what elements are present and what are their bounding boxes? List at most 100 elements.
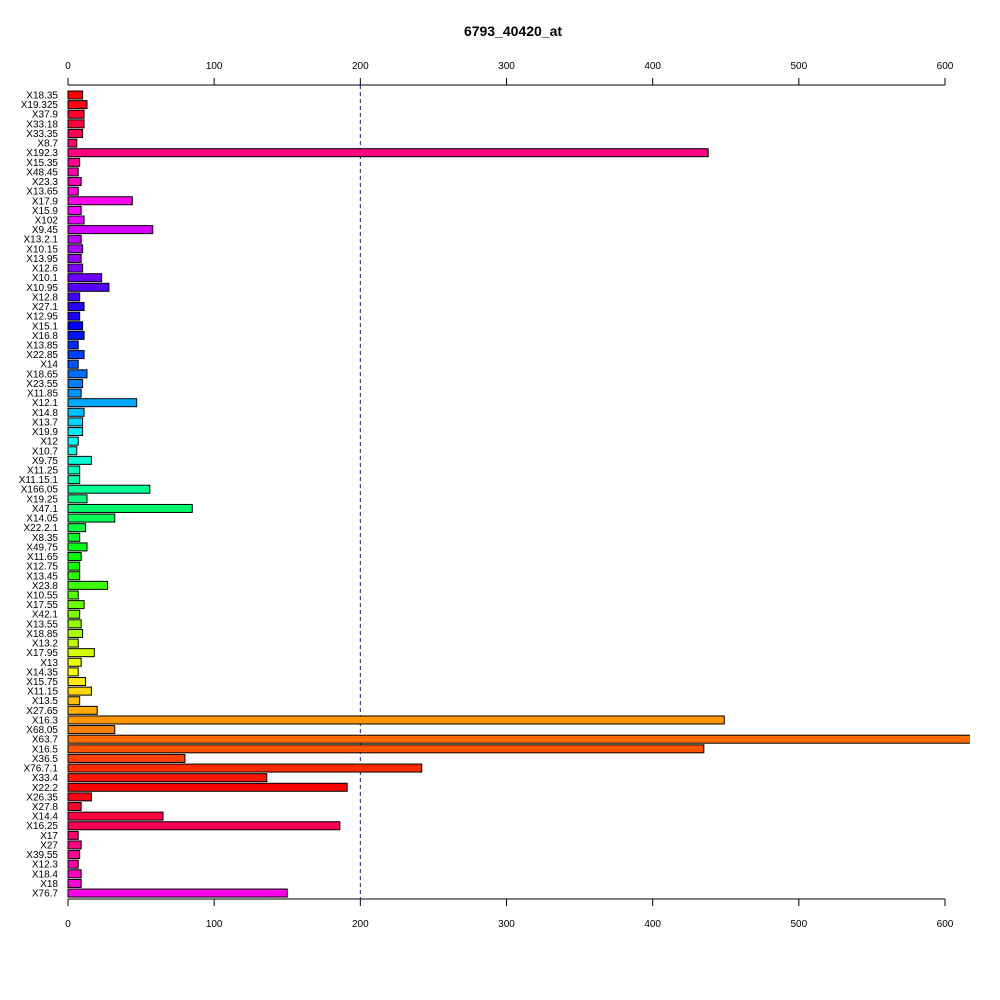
category-label: X68.05 — [26, 725, 58, 736]
bar — [67, 244, 84, 254]
tick-label: 100 — [206, 61, 223, 72]
bar — [67, 667, 79, 677]
bar — [67, 600, 85, 610]
bar — [67, 177, 82, 187]
category-label: X13 — [40, 658, 58, 669]
category-label: X23.8 — [32, 581, 59, 592]
category-label: X18.65 — [26, 369, 58, 380]
bar — [67, 494, 88, 504]
category-label: X13.95 — [26, 254, 58, 265]
category-label: X12 — [40, 437, 58, 448]
bar — [67, 253, 82, 263]
bar — [67, 215, 85, 225]
category-label: X11.65 — [27, 552, 58, 563]
bar — [67, 475, 81, 485]
category-label: X33.35 — [26, 129, 58, 140]
bar — [67, 542, 88, 552]
category-label: X11.15 — [27, 687, 58, 698]
category-label: X33.4 — [32, 773, 59, 784]
category-label: X16.3 — [32, 715, 59, 726]
bar — [67, 225, 154, 235]
bar — [67, 792, 92, 802]
category-label: X47.1 — [32, 504, 59, 515]
category-label: X19.25 — [26, 494, 58, 505]
top-axis: 0 100 200 300 400 500 600 — [65, 61, 954, 86]
category-label: X19.9 — [32, 427, 59, 438]
bar — [67, 811, 164, 821]
tick-label: 400 — [644, 61, 661, 72]
bar — [67, 830, 79, 840]
bar — [67, 744, 705, 754]
bar — [67, 677, 87, 687]
bar — [67, 859, 79, 869]
category-label: X36.5 — [32, 754, 59, 765]
bar — [67, 292, 81, 302]
category-label: X13.2 — [32, 639, 59, 650]
bar — [67, 455, 92, 465]
bar — [67, 148, 709, 158]
bar — [67, 369, 88, 379]
category-label: X11.85 — [27, 389, 58, 400]
bar — [67, 302, 85, 312]
bar — [67, 446, 78, 456]
chart-title: 6793_40420_at — [464, 23, 562, 39]
tick-label: 600 — [937, 61, 954, 72]
bar — [67, 205, 82, 215]
bar — [67, 734, 970, 744]
category-label: X18.85 — [26, 629, 58, 640]
category-label: X14.4 — [32, 812, 59, 823]
category-label: X15.75 — [26, 677, 58, 688]
bar — [67, 119, 85, 129]
category-label: X39.55 — [26, 850, 58, 861]
category-label: X11.15.1 — [19, 475, 59, 486]
category-label: X33.18 — [26, 119, 58, 130]
category-label: X16.8 — [32, 331, 59, 342]
category-label: X12.6 — [32, 264, 59, 275]
tick-label: 0 — [65, 61, 71, 72]
category-label: X22.2 — [32, 783, 59, 794]
category-label: X76.7.1 — [24, 764, 59, 775]
category-label: X14 — [40, 360, 58, 371]
category-label: X8.7 — [37, 139, 58, 150]
tick-label: 300 — [498, 61, 515, 72]
category-label: X16.25 — [26, 821, 58, 832]
tick-label: 0 — [65, 919, 71, 930]
bar — [67, 580, 108, 590]
bar — [67, 378, 84, 388]
category-label: X49.75 — [26, 542, 58, 553]
category-label: X17 — [40, 831, 58, 842]
bar — [67, 330, 85, 340]
category-label: X102 — [35, 215, 59, 226]
category-label: X27 — [40, 840, 58, 851]
tick-label: 200 — [352, 919, 369, 930]
bar — [67, 398, 138, 408]
category-label: X23.3 — [32, 177, 59, 188]
bar — [67, 263, 84, 273]
category-label: X42.1 — [32, 610, 59, 621]
bar — [67, 186, 79, 196]
bar — [67, 638, 79, 648]
bar — [67, 157, 81, 167]
category-label: X17.55 — [26, 600, 58, 611]
bar — [67, 648, 95, 658]
category-label: X10.7 — [32, 446, 59, 457]
category-label: X9.75 — [32, 456, 59, 467]
bar — [67, 773, 268, 783]
bar — [67, 705, 98, 715]
category-label: X8.35 — [32, 533, 59, 544]
category-label: X13.2.1 — [24, 235, 59, 246]
category-label: X13.65 — [26, 187, 58, 198]
category-label: X12.8 — [32, 292, 59, 303]
tick-label: 200 — [352, 61, 369, 72]
bar — [67, 523, 87, 533]
category-label: X27.8 — [32, 802, 59, 813]
category-labels: X18.35X19.325X37.9X33.18X33.35X8.7X192.3… — [19, 91, 59, 900]
bar — [67, 619, 82, 629]
bar — [67, 359, 79, 369]
category-label: X19.325 — [21, 100, 59, 111]
bar — [67, 196, 133, 206]
category-label: X12.3 — [32, 860, 59, 871]
category-label: X10.95 — [26, 283, 58, 294]
bottom-axis: 0 100 200 300 400 500 600 — [65, 898, 954, 930]
